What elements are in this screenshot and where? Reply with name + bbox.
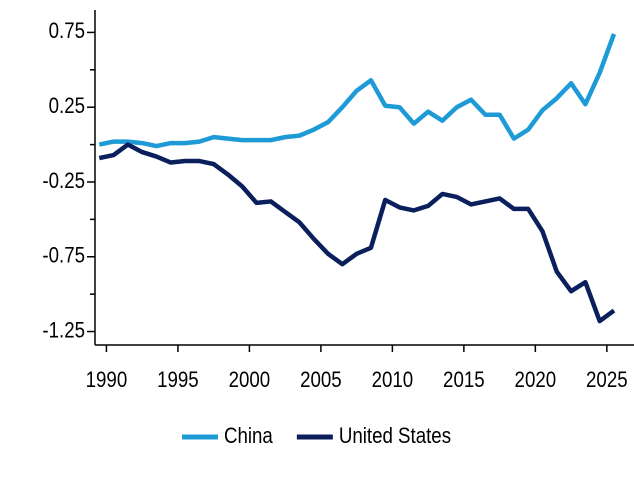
legend-label: China xyxy=(224,424,273,448)
x-tick-label: 2000 xyxy=(229,368,271,392)
x-tick-label: 2010 xyxy=(372,368,414,392)
legend-label: United States xyxy=(339,424,451,448)
x-tick-label: 1995 xyxy=(157,368,199,392)
x-tick-label: 2025 xyxy=(586,368,628,392)
x-tick-label: 2020 xyxy=(515,368,557,392)
x-tick-label: 2015 xyxy=(443,368,485,392)
series-line xyxy=(98,33,617,149)
y-tick-label: -0.75 xyxy=(42,244,85,268)
y-tick-label: -1.25 xyxy=(42,319,85,343)
y-tick-label: 0.75 xyxy=(49,20,85,44)
y-tick-label: -0.25 xyxy=(42,169,85,193)
y-tick-label: 0.25 xyxy=(49,95,85,119)
series-line xyxy=(98,142,616,324)
x-tick-label: 2005 xyxy=(300,368,342,392)
x-tick-label: 1990 xyxy=(86,368,128,392)
